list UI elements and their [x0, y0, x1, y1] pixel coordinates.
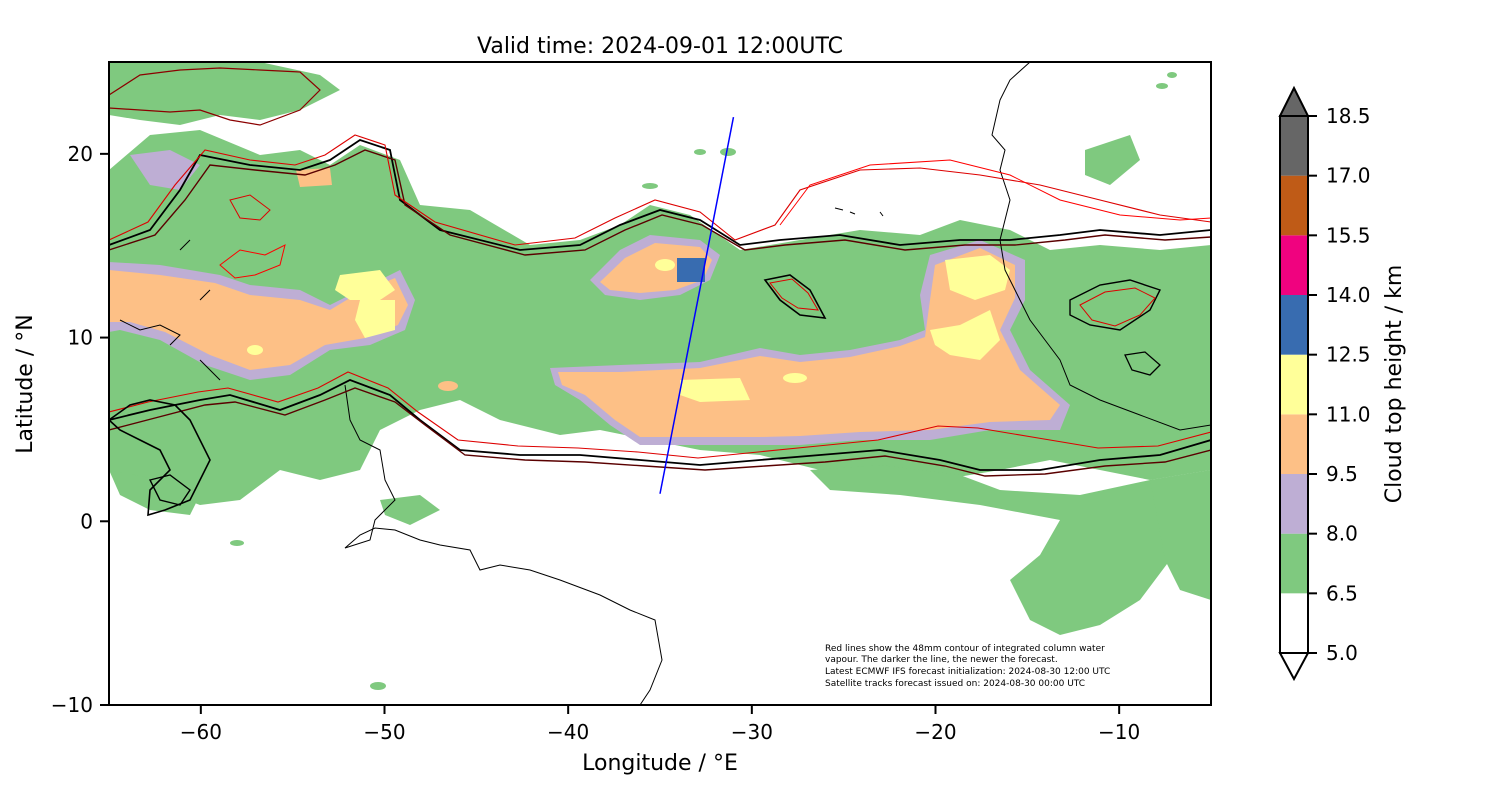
satellite-track	[659, 116, 735, 494]
iwv-contour-mid-south	[109, 387, 1211, 477]
colorbar-tick-label: 8.0	[1326, 522, 1358, 546]
coastline-caribbean	[119, 239, 221, 381]
iwv-contour-north-blob	[109, 67, 321, 126]
iwv-contour-older	[109, 134, 1211, 246]
cloud-region-purple-nw	[130, 150, 200, 190]
iwv-contour-west-loop-2	[148, 474, 191, 506]
iwv-contour-south-west-1	[109, 399, 211, 517]
plot-border	[108, 61, 1212, 706]
x-tick-label: −50	[363, 720, 405, 744]
x-tick-label: −60	[180, 720, 222, 744]
cloud-region-yellow-east	[945, 255, 1010, 300]
annotation-line-2: vapour. The darker the line, the newer t…	[825, 655, 1058, 665]
cloud-region-green-se-2	[1150, 470, 1211, 600]
colorbar-segment	[1280, 116, 1308, 176]
colorbar-tick-label: 17.0	[1326, 164, 1371, 188]
cloud-region-yellow-speck-1	[783, 373, 807, 383]
cloud-region-green-speck-7	[230, 540, 244, 546]
iwv-contour-mid	[109, 149, 1211, 256]
cloud-region-yellow-central	[680, 378, 750, 402]
x-axis: −60 −50 −40 −30 −20 −10	[180, 705, 1140, 744]
y-tick-label: 10	[68, 326, 93, 350]
coastline-islands-cv	[834, 207, 884, 217]
cloud-region-green-speck-3	[694, 149, 706, 155]
colorbar-segment	[1280, 354, 1308, 415]
colorbar-segment	[1280, 414, 1308, 474]
iwv-contour-older-south	[109, 371, 1211, 459]
cloud-region-orange-small-nw	[296, 168, 332, 187]
cloud-region-green-speck-4	[642, 183, 658, 189]
y-tick-label: 20	[68, 142, 93, 166]
y-axis: −10 0 10 20	[51, 142, 109, 717]
cloud-region-yellow-west-2	[355, 300, 395, 338]
cloud-field	[109, 62, 1211, 690]
iwv-contour-west-loop-1	[229, 194, 271, 221]
cloud-region-green-speck-5	[1156, 83, 1168, 89]
colorbar-extend-min	[1278, 652, 1310, 682]
annotation-line-1: Red lines show the 48mm contour of integ…	[825, 644, 1105, 654]
cloud-region-blue	[677, 258, 705, 282]
cloud-region-green-speck-2	[720, 148, 736, 156]
colorbar-tick-label: 9.5	[1326, 462, 1358, 486]
cloud-region-green-ne	[1085, 135, 1140, 185]
cloud-region-orange-west	[109, 270, 408, 370]
iwv-contour-east-loop	[1069, 279, 1161, 331]
cloud-region-yellow-speck-2	[247, 345, 263, 355]
colorbar-segment	[1280, 235, 1308, 295]
colorbar-tick-label: 5.0	[1326, 641, 1358, 665]
coastline-africa	[991, 62, 1211, 431]
coastline-south-america	[344, 384, 663, 705]
y-tick-label: −10	[51, 693, 93, 717]
cloud-region-green-mid-south	[380, 495, 440, 525]
iwv-contour-mid-loop	[763, 274, 827, 319]
cloud-region-orange-speck	[438, 381, 458, 391]
colorbar-tick-label: 11.0	[1326, 402, 1371, 426]
x-tick-label: −40	[547, 720, 589, 744]
y-axis-label: Latitude / °N	[13, 314, 38, 453]
iwv-contour-newest-south	[109, 379, 1211, 471]
plot-area	[109, 62, 1211, 705]
iwv-contour-west-red-squiggle	[219, 244, 286, 279]
colorbar: 5.0 6.5 8.0 9.5 11.0 12.5 14.0 15.5 17.0 18.5	[1278, 85, 1371, 682]
colorbar-extend-max	[1278, 85, 1310, 117]
cloud-region-green-se-1	[810, 465, 1211, 635]
colorbar-segment	[1280, 295, 1308, 355]
cloud-region-green-speck-1	[370, 682, 386, 690]
colorbar-tick-label: 12.5	[1326, 343, 1371, 367]
cloud-region-yellow-east-2	[930, 310, 1000, 360]
y-tick-label: 0	[80, 509, 93, 533]
cloud-region-green-speck-6	[1167, 72, 1177, 78]
colorbar-segment	[1280, 533, 1308, 594]
iwv-contour-mid-loop-red	[769, 278, 819, 311]
x-tick-label: −20	[914, 720, 956, 744]
annotation-block: Red lines show the 48mm contour of integ…	[825, 644, 1110, 689]
x-tick-label: −10	[1098, 720, 1140, 744]
colorbar-segment	[1280, 175, 1308, 236]
coastlines	[119, 62, 1211, 705]
iwv-contour-east-small	[1124, 351, 1161, 376]
iwv-contour-east-loop-red	[1079, 287, 1156, 327]
colorbar-label: Cloud top height / km	[1382, 265, 1407, 504]
annotation-line-3: Latest ECMWF IFS forecast initialization…	[825, 667, 1110, 677]
annotation-line-4: Satellite tracks forecast issued on: 202…	[825, 679, 1085, 689]
colorbar-tick-label: 18.5	[1326, 104, 1371, 128]
colorbar-segment	[1280, 593, 1308, 653]
iwv-contour-newest	[109, 139, 1211, 251]
colorbar-tick-label: 6.5	[1326, 581, 1358, 605]
cloud-region-yellow-speck-3	[655, 259, 675, 271]
iwv-contour-oldest-ne	[779, 159, 1211, 226]
cloud-region-yellow-west	[335, 270, 395, 300]
iwv-contours	[109, 67, 1211, 517]
x-axis-label: Longitude / °E	[582, 751, 738, 776]
chart-title: Valid time: 2024-09-01 12:00UTC	[477, 34, 843, 59]
cloud-region-green-north-left	[109, 62, 340, 125]
colorbar-tick-label: 14.0	[1326, 283, 1371, 307]
x-tick-label: −30	[731, 720, 773, 744]
colorbar-frame	[1279, 115, 1309, 654]
colorbar-tick-label: 15.5	[1326, 223, 1371, 247]
colorbar-segment	[1280, 474, 1308, 534]
